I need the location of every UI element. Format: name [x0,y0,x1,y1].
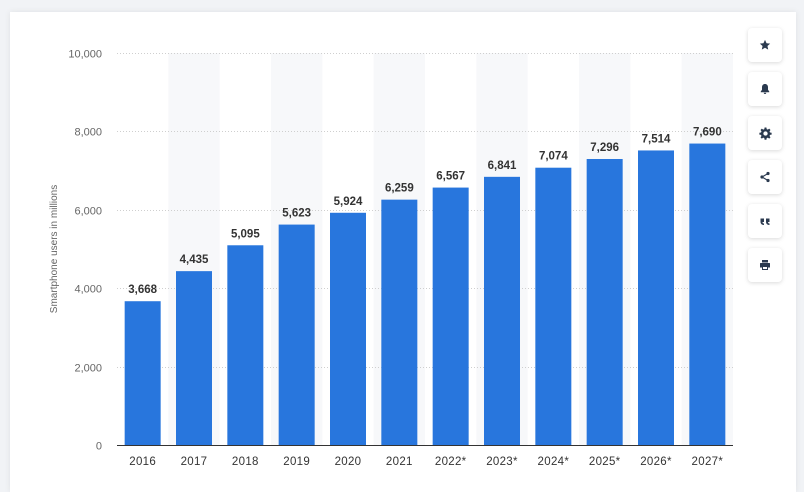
x-tick-label: 2025* [589,456,621,468]
y-tick-label: 4,000 [74,284,102,296]
settings-button[interactable] [748,116,782,150]
x-tick-label: 2020 [335,456,362,468]
bar [278,224,315,445]
bar [638,150,674,445]
y-tick-label: 10,000 [68,49,102,61]
cite-button[interactable] [748,204,782,238]
x-tick-label: 2019 [283,456,310,468]
x-tick-label: 2021 [386,456,413,468]
x-axis-ticks: 2016 2017 2018 2019 2020 2021 2022* 2023* 2024* 2… [129,456,723,468]
x-tick-label: 2027* [692,456,724,468]
data-label: 4,435 [180,254,209,266]
notification-button[interactable] [748,72,782,106]
y-axis-title: Smartphone users in millions [49,185,60,313]
x-tick-label: 2026* [640,456,672,468]
print-button[interactable] [748,248,782,282]
y-axis-ticks: 0 2,000 4,000 6,000 8,000 10,000 [68,49,102,453]
x-tick-label: 2023* [486,456,518,468]
x-tick-label: 2018 [232,456,259,468]
share-icon [759,171,771,183]
bar [330,212,366,445]
y-tick-label: 6,000 [74,206,102,218]
x-tick-label: 2017 [181,456,208,468]
data-label: 7,690 [693,127,722,139]
bar [227,245,264,445]
favorite-button[interactable] [748,28,782,62]
y-tick-label: 2,000 [74,363,102,375]
data-label: 5,623 [282,208,311,220]
bar [689,143,726,445]
x-tick-label: 2024* [538,456,570,468]
y-tick-label: 0 [96,441,102,453]
x-tick-label: 2022* [435,456,467,468]
data-label: 6,567 [436,171,465,183]
data-label: 3,668 [128,284,157,296]
bar [432,187,469,445]
quote-icon [759,215,771,227]
bar [381,199,418,445]
bar [124,301,161,445]
chart-toolbar [748,28,784,292]
bar [176,271,212,445]
bell-icon [759,83,771,95]
share-button[interactable] [748,160,782,194]
bar [484,176,520,445]
data-label: 7,514 [642,133,671,145]
bar [535,167,572,445]
data-labels: 3,668 4,435 5,095 5,623 5,924 6,259 6,567 6,841… [128,127,721,297]
data-label: 5,924 [334,196,363,208]
star-icon [759,39,771,51]
bar [586,158,623,445]
data-label: 6,841 [488,160,517,172]
x-tick-label: 2016 [129,456,156,468]
gear-icon [758,127,772,140]
bars [124,143,726,445]
data-label: 7,074 [539,151,568,163]
grid-lines [117,53,733,368]
data-label: 5,095 [231,228,260,240]
print-icon [759,259,771,271]
data-label: 6,259 [385,183,414,195]
data-label: 7,296 [590,142,619,154]
y-tick-label: 8,000 [74,127,102,139]
